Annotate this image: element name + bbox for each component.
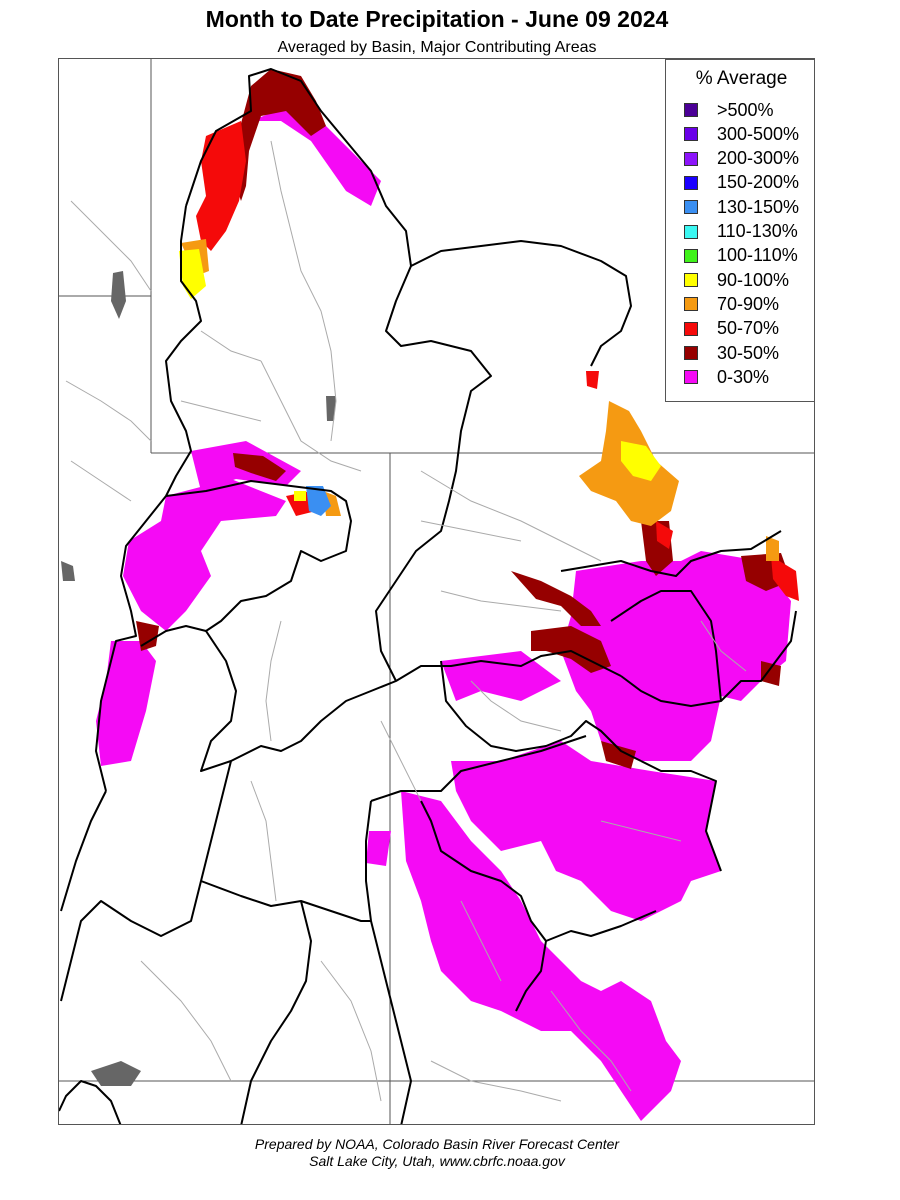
precipitation-map <box>59 59 814 1124</box>
legend-item: 90-100% <box>684 269 789 291</box>
legend-label: 130-150% <box>717 196 800 217</box>
basin-boundaries <box>59 68 797 1124</box>
legend-item: 0-30% <box>684 366 769 388</box>
legend-label: 0-30% <box>717 366 770 387</box>
legend-item: 300-500% <box>684 123 799 145</box>
river-network <box>65 140 747 1102</box>
legend-swatch <box>684 103 698 117</box>
precip-0-30-areas <box>96 101 791 1121</box>
legend-label: 70-90% <box>717 293 780 314</box>
legend-swatch <box>684 175 698 190</box>
legend-label: 300-500% <box>717 123 800 144</box>
water-bodies <box>61 271 336 1086</box>
legend-item: 100-110% <box>684 245 798 267</box>
precip-130-150-areas <box>306 486 331 516</box>
legend-swatch <box>684 151 698 166</box>
credit-url-line: Salt Lake City, Utah, www.cbrfc.noaa.gov <box>309 1153 565 1169</box>
legend-item: 50-70% <box>684 318 779 340</box>
credit-line: Prepared by NOAA, Colorado Basin River F… <box>254 1136 620 1152</box>
legend-swatch <box>684 248 698 263</box>
legend-title: % Average <box>695 68 788 89</box>
legend-label: 150-200% <box>717 172 800 193</box>
legend-item: 70-90% <box>684 293 779 315</box>
legend-label: 30-50% <box>717 342 780 363</box>
legend-label: 200-300% <box>717 148 800 169</box>
legend-item: 200-300% <box>684 148 799 170</box>
legend-swatch <box>684 370 698 385</box>
legend-label: 110-130% <box>717 221 798 241</box>
legend-item: >500% <box>684 99 774 121</box>
map-panel: % Average >500% 300-500% 200-300% 150-200% 1… <box>58 58 815 1125</box>
legend-item: 30-50% <box>684 342 779 364</box>
legend-item: 130-150% <box>684 196 799 218</box>
legend-label: 100-110% <box>717 245 798 266</box>
legend-swatch <box>684 224 698 239</box>
legend-swatch <box>684 321 698 336</box>
legend-label: 50-70% <box>717 318 780 339</box>
legend-swatch <box>684 273 698 288</box>
legend-item: 110-130% <box>684 221 798 243</box>
legend-label: 90-100% <box>717 269 790 290</box>
legend-swatch <box>684 346 698 360</box>
map-title: Month to Date Precipitation - June 09 20… <box>205 6 669 32</box>
legend-item: 150-200% <box>684 172 799 194</box>
legend-swatch <box>684 127 698 142</box>
map-legend: % Average >500% 300-500% 200-300% 150-200% 1… <box>665 59 814 402</box>
legend-swatch <box>684 200 698 215</box>
map-subtitle: Averaged by Basin, Major Contributing Ar… <box>277 39 597 56</box>
legend-label: >500% <box>717 99 774 120</box>
legend-swatch <box>684 297 698 312</box>
